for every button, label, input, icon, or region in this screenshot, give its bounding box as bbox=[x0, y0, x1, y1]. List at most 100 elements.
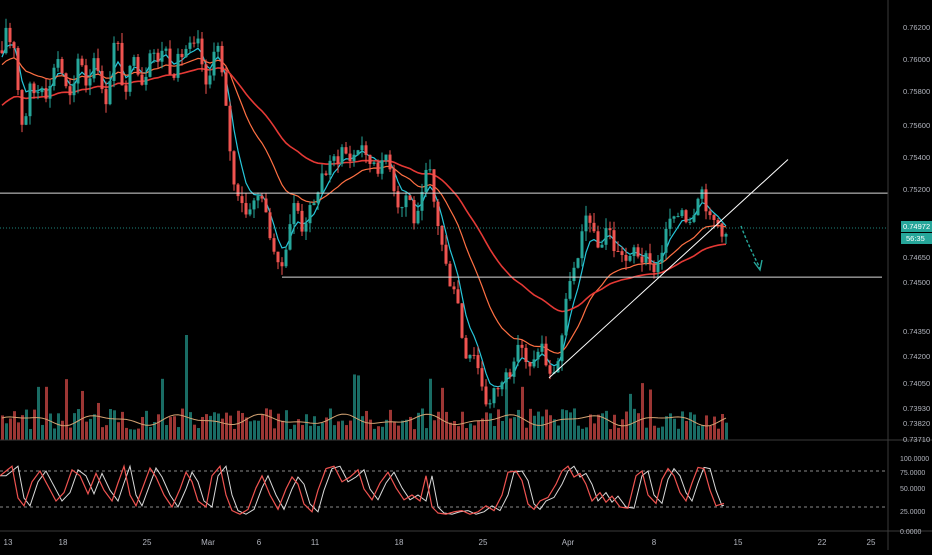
volume-bar bbox=[413, 429, 416, 440]
price-tick-label: 0.76200 bbox=[903, 23, 930, 32]
candle bbox=[300, 203, 304, 237]
volume-bar bbox=[449, 422, 452, 440]
candle bbox=[80, 55, 84, 67]
price-tick-label: 0.75600 bbox=[903, 121, 930, 130]
candle-body bbox=[568, 281, 572, 299]
price-tick-label: 0.73710 bbox=[903, 435, 930, 444]
volume-bar bbox=[257, 420, 260, 440]
volume-bar bbox=[561, 409, 564, 440]
candle-body bbox=[560, 335, 564, 362]
candle bbox=[488, 399, 492, 409]
volume-bar bbox=[149, 427, 152, 440]
candle-body bbox=[372, 162, 376, 164]
volume-bar bbox=[621, 419, 624, 440]
candle-body bbox=[636, 247, 640, 257]
volume-bar bbox=[265, 408, 268, 440]
candle-body bbox=[420, 191, 424, 211]
candle bbox=[296, 200, 300, 214]
volume-bar bbox=[385, 419, 388, 440]
volume-bar bbox=[481, 418, 484, 440]
candle bbox=[132, 54, 136, 71]
candle-body bbox=[236, 184, 240, 197]
volume-bar bbox=[489, 413, 492, 440]
volume-bar bbox=[341, 420, 344, 440]
candle-body bbox=[436, 201, 440, 226]
candle-body bbox=[196, 38, 200, 44]
candle bbox=[724, 232, 728, 245]
candle-body bbox=[724, 234, 728, 237]
volume-bar bbox=[541, 416, 544, 440]
volume-bar bbox=[205, 414, 208, 440]
candle-body bbox=[260, 195, 264, 199]
volume-bar bbox=[141, 416, 144, 440]
candle bbox=[160, 41, 164, 69]
candle-body bbox=[152, 52, 156, 54]
volume-bar bbox=[249, 421, 252, 440]
candle bbox=[148, 49, 152, 78]
candle bbox=[600, 240, 604, 248]
time-tick-label: 11 bbox=[311, 538, 320, 547]
volume-bar bbox=[713, 416, 716, 440]
candle-body bbox=[244, 203, 248, 215]
volume-bar bbox=[253, 420, 256, 440]
candle-body bbox=[544, 343, 548, 366]
candle-body bbox=[592, 222, 596, 232]
candle bbox=[676, 212, 680, 218]
volume-bar bbox=[373, 428, 376, 440]
volume-bar bbox=[113, 410, 116, 440]
candle-body bbox=[248, 209, 252, 215]
candle-body bbox=[428, 169, 432, 171]
volume-bar bbox=[317, 425, 320, 440]
candle-body bbox=[140, 74, 144, 85]
candle bbox=[440, 225, 444, 252]
volume-bar bbox=[101, 427, 104, 440]
candle-body bbox=[412, 199, 416, 224]
candle-body bbox=[224, 72, 228, 106]
volume-bar bbox=[617, 427, 620, 440]
candle-body bbox=[628, 255, 632, 261]
candle-body bbox=[92, 58, 96, 79]
time-tick-label: 6 bbox=[257, 538, 262, 547]
candle bbox=[616, 241, 620, 253]
candle bbox=[500, 380, 504, 397]
candle-body bbox=[368, 154, 372, 164]
candles bbox=[0, 18, 728, 409]
time-tick-label: 8 bbox=[652, 538, 657, 547]
candle bbox=[520, 339, 524, 358]
candle bbox=[316, 191, 320, 210]
candle-body bbox=[172, 74, 176, 78]
volume-bar bbox=[361, 416, 364, 440]
osc-tick-label: 100.0000 bbox=[900, 456, 929, 463]
volume-bar bbox=[281, 420, 284, 440]
candle-body bbox=[668, 218, 672, 229]
time-tick-label: 25 bbox=[143, 538, 152, 547]
volume-bar bbox=[9, 418, 12, 440]
candle bbox=[692, 208, 696, 224]
candle-body bbox=[596, 231, 600, 248]
volume-bar bbox=[125, 427, 128, 440]
volume-bar bbox=[401, 420, 404, 440]
candle bbox=[292, 194, 296, 234]
candle-body bbox=[476, 355, 480, 369]
candle-body bbox=[56, 59, 60, 68]
candle-body bbox=[288, 224, 292, 250]
candle-body bbox=[136, 57, 140, 75]
candle-body bbox=[272, 238, 276, 252]
volume-bar bbox=[705, 415, 708, 440]
volume-bar bbox=[513, 417, 516, 440]
candle bbox=[548, 359, 552, 380]
candle-body bbox=[220, 45, 224, 73]
candle-body bbox=[696, 198, 700, 216]
volume-bar bbox=[85, 421, 88, 440]
candle bbox=[404, 191, 408, 217]
price-tick-label: 0.75400 bbox=[903, 153, 930, 162]
candle-body bbox=[392, 169, 396, 192]
candle bbox=[352, 149, 356, 167]
time-tick-label: 25 bbox=[479, 538, 488, 547]
candle-body bbox=[440, 225, 444, 245]
candle-body bbox=[700, 189, 704, 199]
candle-body bbox=[276, 251, 280, 263]
volume-bar bbox=[153, 422, 156, 440]
